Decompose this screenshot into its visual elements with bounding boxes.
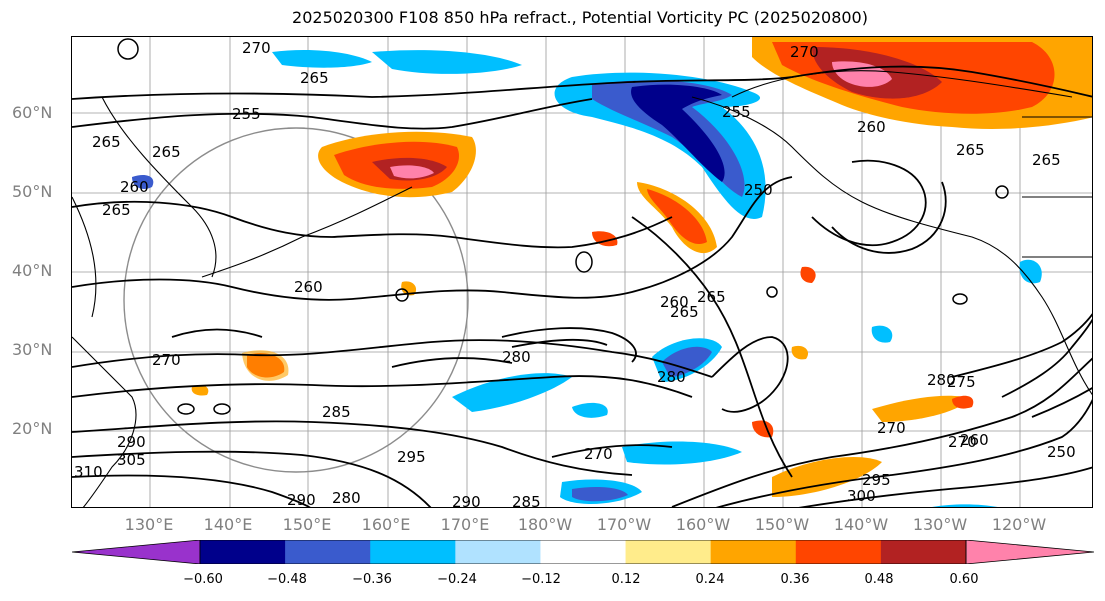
contour-label: 270 (877, 419, 906, 437)
contour-label: 255 (232, 105, 261, 123)
lon-label: 170°E (440, 515, 490, 534)
colorbar-segment (710, 540, 797, 564)
contour-label: 260 (660, 293, 689, 311)
colorbar-tick: 0.60 (949, 572, 979, 587)
map-panel: 270 265 255 265 260 265 260 265 270 255 … (71, 36, 1093, 508)
contour-label: 260 (960, 431, 989, 449)
contour-label: 310 (74, 463, 103, 481)
pv-anomaly-fills (132, 37, 1092, 507)
coastlines (72, 70, 1092, 507)
colorbar-segment (370, 540, 456, 564)
colorbar-segment (880, 540, 967, 564)
contour-label: 265 (1032, 151, 1061, 169)
colorbar-tick: −0.48 (267, 572, 307, 587)
lon-label: 120°W (991, 515, 1047, 534)
contour-label: 260 (120, 178, 149, 196)
contour-label: 270 (242, 39, 271, 57)
contour-label: 290 (287, 491, 316, 508)
colorbar-border (199, 540, 967, 564)
colorbar-segment (625, 540, 712, 564)
colorbar-extend-low (72, 540, 201, 564)
contour-label: 265 (670, 303, 699, 321)
contour-label: 280 (927, 371, 956, 389)
contour-label: 250 (1047, 443, 1076, 461)
lon-label: 140°W (833, 515, 889, 534)
colorbar-tick: 0.36 (780, 572, 810, 587)
colorbar-tick: −0.24 (437, 572, 477, 587)
colorbar-tick: −0.60 (183, 572, 223, 587)
contour-label: 270 (584, 445, 613, 463)
colorbar-tick: −0.12 (521, 572, 561, 587)
lon-label: 140°E (203, 515, 253, 534)
contour-label: 265 (102, 201, 131, 219)
colorbar-segment (200, 540, 286, 564)
colorbar-segment (540, 540, 627, 564)
contour-label: 265 (956, 141, 985, 159)
range-ring (123, 127, 469, 473)
lat-label: 40°N (12, 261, 53, 280)
colorbar-tick: 0.48 (864, 572, 894, 587)
lat-label: 30°N (12, 340, 53, 359)
contour-label: 295 (397, 448, 426, 466)
contour-label: 275 (947, 373, 976, 391)
contour-label: 270 (790, 43, 819, 61)
contour-label: 270 (152, 351, 181, 369)
contour-label: 285 (322, 403, 351, 421)
contour-label: 285 (512, 493, 541, 508)
lon-label: 160°W (675, 515, 731, 534)
contour-label: 270 (948, 433, 977, 451)
lat-label: 60°N (12, 103, 53, 122)
lon-label: 160°E (361, 515, 411, 534)
contour-label: 250 (744, 181, 773, 199)
lon-label: 150°E (282, 515, 332, 534)
lon-label: 130°E (124, 515, 174, 534)
contour-label: 280 (502, 348, 531, 366)
colorbar-extend-high (965, 540, 1094, 564)
map-canvas: 270 265 255 265 260 265 260 265 270 255 … (72, 37, 1092, 508)
contour-label: 295 (862, 471, 891, 489)
contour-label: 265 (92, 133, 121, 151)
contour-label: 280 (332, 489, 361, 507)
lon-label: 170°W (596, 515, 652, 534)
contour-label: 265 (697, 288, 726, 306)
contour-label: 280 (657, 368, 686, 386)
contour-label: 290 (452, 493, 481, 508)
contour-labels: 270 265 255 265 260 265 260 265 270 255 … (74, 39, 1076, 508)
colorbar-tick: 0.24 (695, 572, 725, 587)
contour-label: 260 (294, 278, 323, 296)
lon-label: 150°W (754, 515, 810, 534)
contour-lines (72, 65, 1092, 507)
lon-label: 130°W (912, 515, 968, 534)
lat-label: 50°N (12, 182, 53, 201)
lon-label: 180°W (517, 515, 573, 534)
contour-label: 265 (152, 143, 181, 161)
colorbar-segment (455, 540, 541, 564)
contour-label: 255 (722, 103, 751, 121)
contour-label: 300 (847, 487, 876, 505)
colorbar (72, 540, 1094, 564)
contour-label: 260 (857, 118, 886, 136)
colorbar-tick: 0.12 (611, 572, 641, 587)
lat-label: 20°N (12, 419, 53, 438)
contour-label: 265 (300, 69, 329, 87)
colorbar-segment (285, 540, 371, 564)
small-contours (117, 38, 1009, 415)
figure-title: 2025020300 F108 850 hPa refract., Potent… (292, 8, 868, 27)
colorbar-tick: −0.36 (352, 572, 392, 587)
colorbar-segment (795, 540, 882, 564)
contour-label: 290 (117, 433, 146, 451)
contour-label: 305 (117, 451, 146, 469)
